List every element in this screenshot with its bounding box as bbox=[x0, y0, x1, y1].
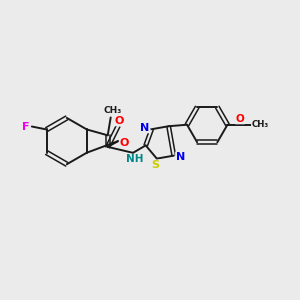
Text: S: S bbox=[151, 160, 159, 170]
Text: NH: NH bbox=[126, 154, 143, 164]
Text: CH₃: CH₃ bbox=[251, 120, 269, 129]
Text: O: O bbox=[119, 138, 129, 148]
Text: CH₃: CH₃ bbox=[103, 106, 121, 116]
Text: N: N bbox=[140, 123, 150, 133]
Text: F: F bbox=[22, 122, 29, 131]
Text: N: N bbox=[176, 152, 185, 162]
Text: O: O bbox=[115, 116, 124, 126]
Text: O: O bbox=[236, 114, 244, 124]
